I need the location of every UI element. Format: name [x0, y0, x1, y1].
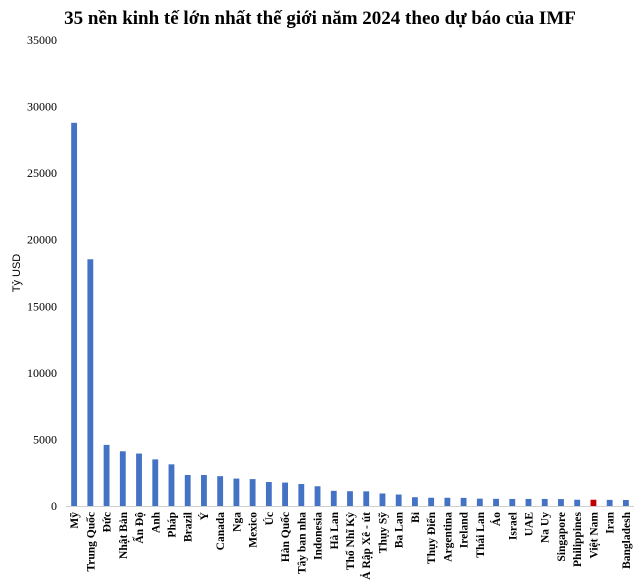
- bar: [411, 497, 418, 506]
- bar: [136, 453, 142, 506]
- bar: [541, 498, 548, 506]
- y-tick-label: 15000: [27, 299, 57, 313]
- x-tick-label: Hà Lan: [329, 511, 341, 549]
- bar: [314, 486, 321, 506]
- bar: [233, 478, 240, 506]
- chart-title: 35 nền kinh tế lớn nhất thế giới năm 202…: [64, 8, 576, 29]
- bar: [265, 482, 272, 506]
- y-tick-label: 0: [51, 499, 57, 513]
- bar: [606, 499, 613, 506]
- x-tick-label: Pháp: [166, 512, 178, 538]
- x-tick-label: Hàn Quốc: [279, 512, 292, 562]
- bars: [71, 122, 629, 506]
- x-tick-label: Na Uy: [540, 512, 552, 543]
- x-tick-label: Argentina: [442, 512, 454, 562]
- bar: [71, 122, 78, 506]
- y-tick-label: 10000: [27, 366, 57, 380]
- x-tick-label: Thụy Điển: [425, 511, 438, 564]
- bar: [395, 494, 402, 506]
- bar: [493, 498, 499, 506]
- x-tick-label: Ba Lan: [394, 511, 406, 548]
- bar: [87, 259, 94, 506]
- x-tick-label: Úc: [262, 512, 276, 525]
- x-tick-label: Trung Quốc: [84, 512, 97, 572]
- x-tick-label: Thổ Nhĩ Kỳ: [344, 512, 357, 570]
- bar: [103, 444, 110, 506]
- bar: [509, 498, 516, 506]
- bar: [330, 490, 337, 506]
- x-tick-label: Ireland: [459, 511, 471, 548]
- x-tick-label: Indonesia: [313, 512, 325, 560]
- y-axis-label: Tỷ USD: [11, 254, 23, 293]
- bar: [525, 498, 532, 506]
- x-tick-label: UAE: [524, 512, 536, 537]
- x-tick-label: Nhật Bản: [118, 511, 130, 559]
- x-tick-label: Mỹ: [69, 512, 81, 529]
- bar: [460, 497, 467, 506]
- x-tick-label: Iran: [605, 511, 617, 533]
- x-tick-label: Bangladesh: [621, 511, 633, 568]
- x-tick-label: Ấn Độ: [131, 512, 146, 544]
- x-tick-label: Đức: [102, 512, 114, 532]
- bar: [201, 474, 207, 506]
- bar: [282, 482, 288, 506]
- bar: [558, 499, 564, 506]
- bar: [379, 493, 386, 506]
- x-tick-label: Thái Lan: [475, 511, 487, 557]
- x-tick-label: Nga: [231, 512, 243, 532]
- x-tick-label: Mexico: [248, 512, 260, 548]
- y-tick-label: 35000: [27, 33, 57, 47]
- bar: [249, 479, 256, 506]
- bar: [168, 464, 175, 506]
- y-tick-label: 25000: [27, 166, 57, 180]
- x-tick-label: Ả Rập Xê - út: [359, 512, 373, 580]
- x-tick-label: Ý: [197, 511, 211, 520]
- x-tick-label: Singapore: [556, 512, 568, 562]
- y-tick-label: 20000: [27, 233, 57, 247]
- x-tick-label: Israel: [507, 512, 519, 540]
- x-tick-label: Canada: [215, 512, 227, 551]
- bar: [590, 499, 597, 506]
- y-tick-label: 5000: [33, 432, 57, 446]
- x-axis-ticks: Mỹ Trung Quốc Đức Nhật Bản Ấn Độ Anh Pháp Brazi…: [69, 511, 633, 580]
- y-tick-label: 30000: [27, 100, 57, 114]
- bar: [444, 497, 451, 506]
- bar: [622, 500, 629, 506]
- y-axis-ticks: 0 5000 10000 15000 20000 25000 30000 35000: [27, 33, 57, 513]
- bar: [574, 499, 581, 506]
- bar: [217, 476, 224, 506]
- x-tick-label: Philippines: [572, 511, 584, 566]
- x-tick-label: Brazil: [183, 512, 195, 542]
- x-tick-label: Bỉ: [410, 511, 422, 523]
- x-tick-label: Áo: [489, 512, 503, 526]
- bar: [363, 491, 370, 506]
- bar: [476, 498, 483, 506]
- bar: [119, 451, 126, 506]
- bar: [152, 459, 159, 506]
- bar: [184, 474, 191, 506]
- bar: [298, 484, 305, 506]
- x-tick-label: Anh: [150, 511, 162, 533]
- x-tick-label: Việt Nam: [588, 512, 600, 559]
- bar: [347, 491, 353, 506]
- x-tick-label: Tây ban nha: [296, 512, 308, 574]
- bar: [428, 497, 435, 506]
- x-tick-label: Thụy Sỹ: [377, 512, 389, 553]
